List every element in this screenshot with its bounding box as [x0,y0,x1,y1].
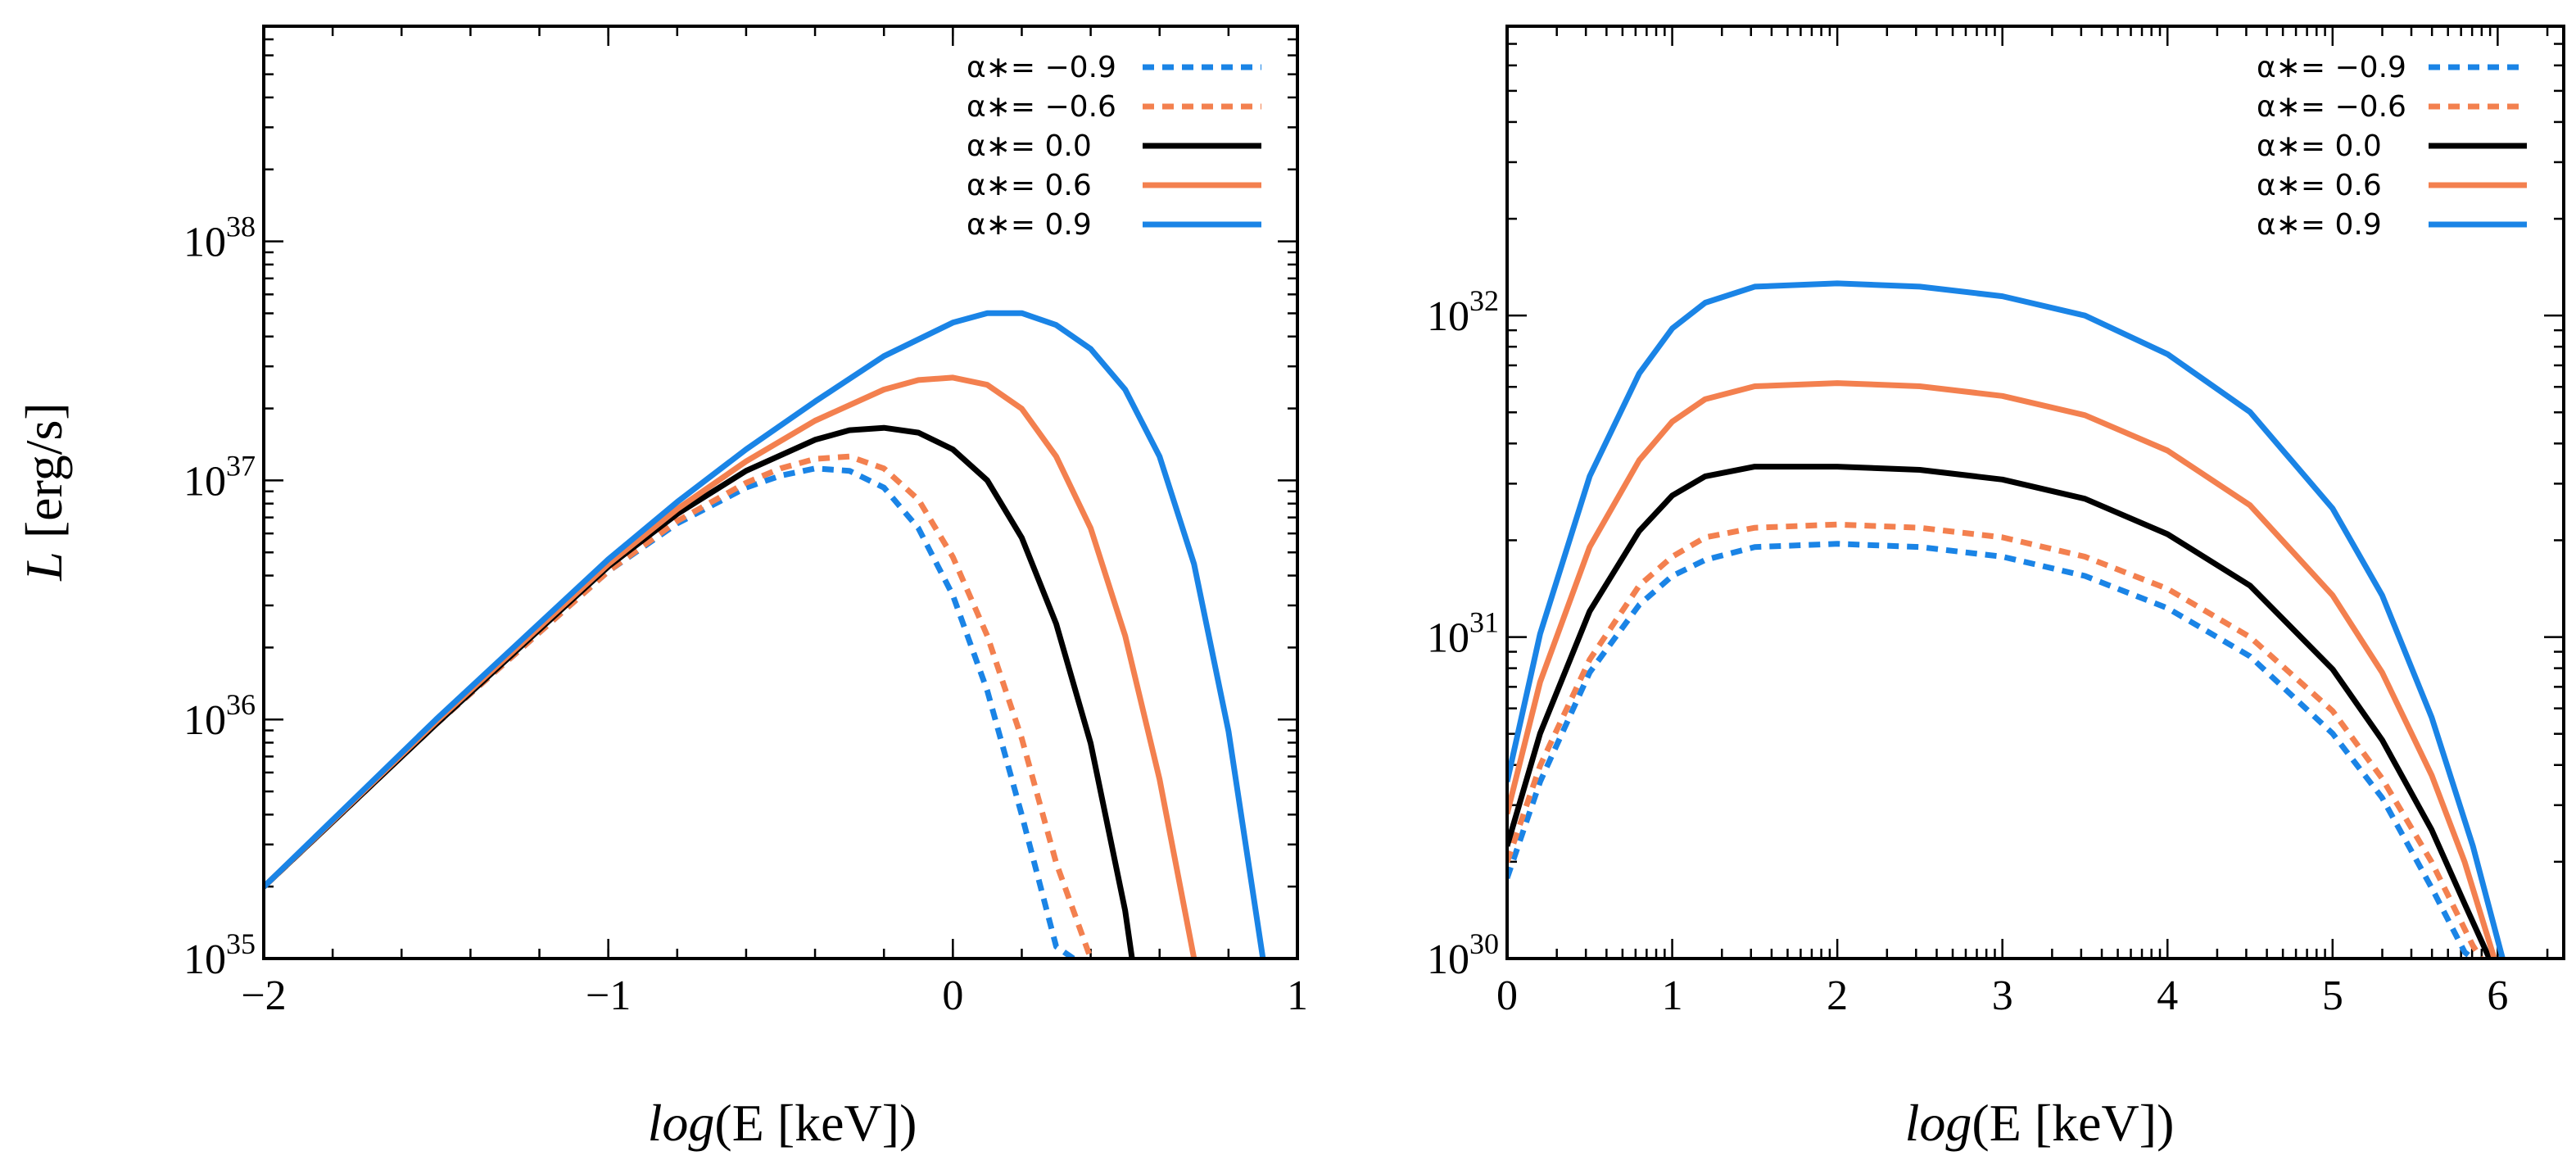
x-tick-label: 1 [1287,972,1308,1019]
series-line [1507,521,2484,959]
right-x-axis-label: log(E [keV]) [1905,1094,2175,1152]
legend-label: α∗= 0.9 [2257,208,2382,242]
x-tick-label: 1 [1662,972,1683,1019]
series-line [264,453,1093,959]
y-tick-label: 1037 [183,449,256,505]
series-line [1507,464,2492,959]
x-tick-label: 3 [1992,972,2013,1019]
y-tick-label: 1036 [183,688,256,744]
legend-label: α∗= 0.6 [967,169,1092,202]
x-tick-label: −1 [586,972,631,1019]
x-tick-label: 2 [1827,972,1848,1019]
y-axis-label: L [erg/s] [15,402,73,581]
left-plot-frame [262,25,1299,960]
series-line [1507,541,2475,959]
x-tick-label: 5 [2322,972,2343,1019]
legend-label: α∗= −0.9 [967,51,1116,84]
series-line [264,310,1266,959]
legend-label: α∗= −0.9 [2257,51,2406,84]
x-tick-label: 4 [2157,972,2178,1019]
legend-label: α∗= −0.6 [2257,90,2406,124]
x-tick-label: 0 [942,972,963,1019]
x-tick-label: 0 [1496,972,1518,1019]
right-plot-frame [1505,25,2565,960]
legend-label: α∗= 0.0 [2257,129,2382,163]
series-line [264,465,1075,959]
left-legend: α∗= −0.9 α∗= −0.6 α∗= 0.0 α∗= 0.6 α∗= 0.9 [967,51,1261,242]
left-x-axis-label: log(E [keV]) [648,1094,917,1152]
y-tick-label: 1032 [1427,284,1499,340]
series-line [1507,380,2497,959]
x-tick-label: −2 [241,972,286,1019]
x-tick-label: 6 [2487,972,2508,1019]
legend-label: α∗= 0.0 [967,129,1092,163]
y-tick-label: 1031 [1427,606,1499,662]
legend-label: α∗= 0.6 [2257,169,2382,202]
series-line [264,374,1197,959]
series-line [1507,280,2506,959]
left-panel: −2 −1 0 1 1035 1036 1037 1038 log(E [keV]) α∗=… [183,25,1308,1152]
right-legend: α∗= −0.9 α∗= −0.6 α∗= 0.0 α∗= 0.6 α∗= 0.9 [2257,51,2527,242]
legend-label: α∗= 0.9 [967,208,1092,242]
y-tick-label: 1030 [1427,927,1499,983]
right-panel: 0 1 2 3 4 5 6 1030 1031 1032 log(E [keV]) α∗= −0… [1427,25,2565,1152]
y-tick-label: 1035 [183,927,256,983]
legend-label: α∗= −0.6 [967,90,1116,124]
y-tick-label: 1038 [183,211,256,266]
